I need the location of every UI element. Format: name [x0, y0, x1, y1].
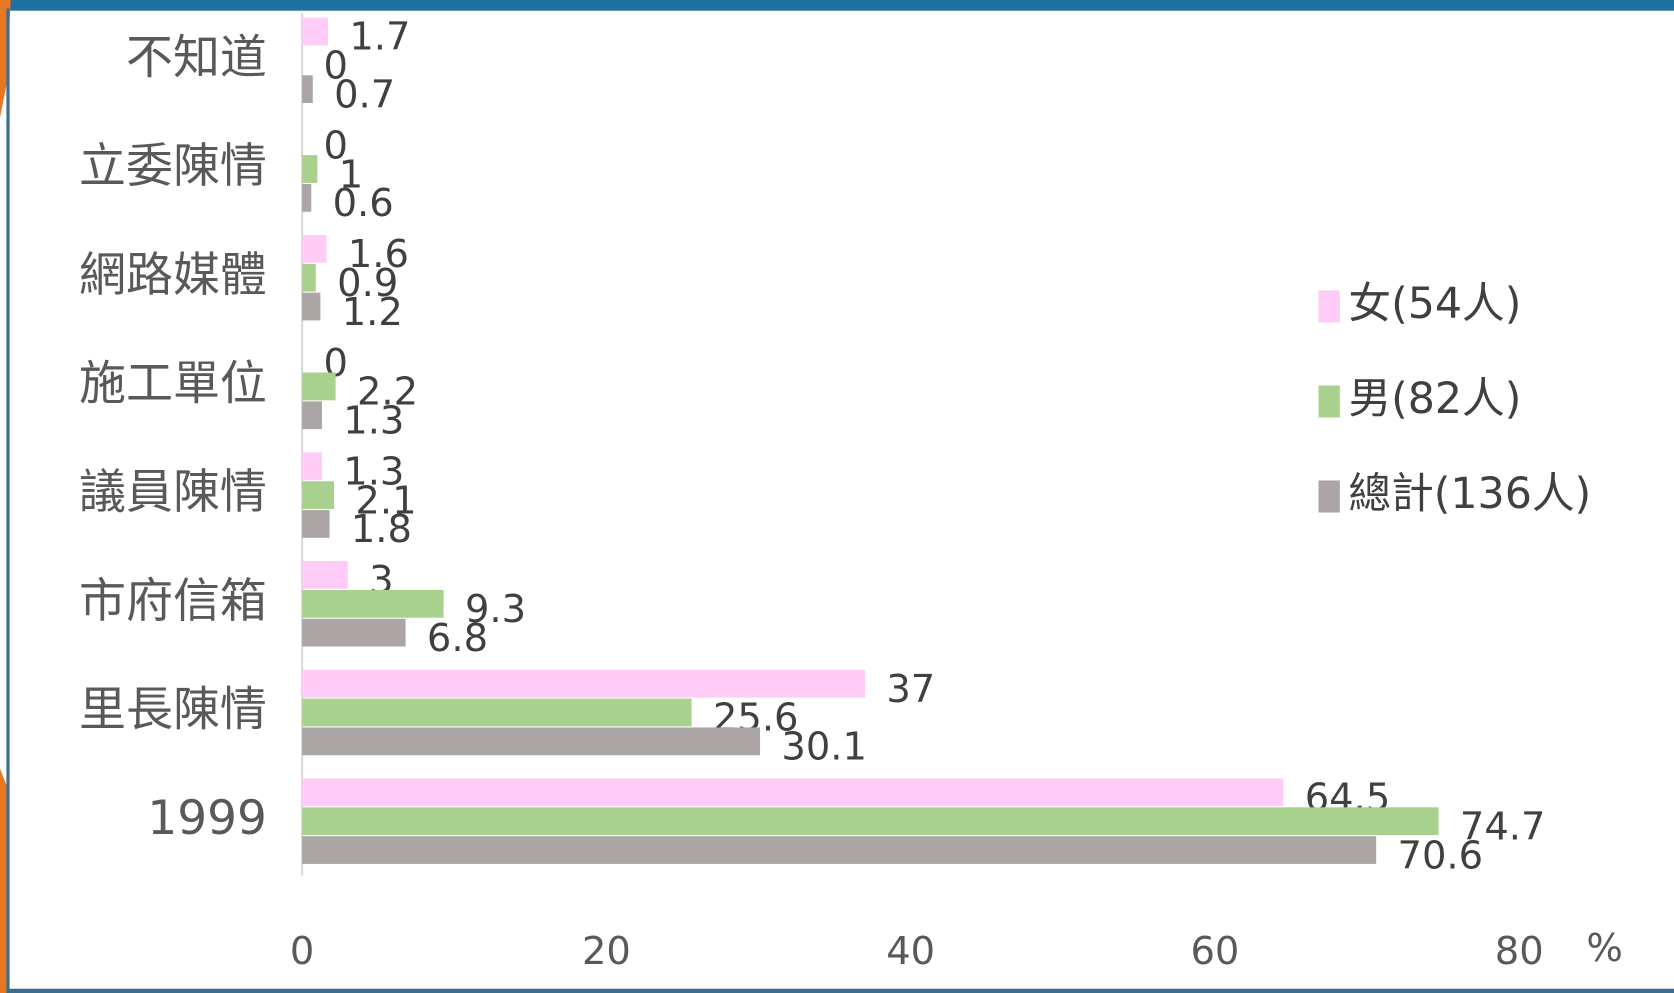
bar	[302, 235, 327, 263]
x-tick-label: 60	[1190, 929, 1239, 974]
legend-label: 男(82人)	[1348, 374, 1521, 424]
value-label: 0.6	[333, 181, 394, 226]
value-label: 0.9	[337, 261, 398, 306]
bar	[302, 75, 313, 104]
value-label: 30.1	[781, 725, 867, 770]
bar	[302, 698, 692, 727]
value-label: 0	[323, 44, 347, 89]
value-label: 1.3	[343, 398, 404, 443]
bar	[302, 183, 312, 212]
bar	[302, 155, 318, 183]
bar	[302, 263, 316, 292]
value-label: 9.3	[465, 587, 526, 632]
value-label: 2.1	[355, 478, 416, 523]
value-label: 1.2	[342, 290, 403, 335]
value-label: 1.6	[348, 232, 409, 277]
bar	[302, 727, 761, 756]
bar	[302, 836, 1377, 864]
y-tick-label: 市府信箱	[79, 574, 267, 629]
bar	[302, 561, 348, 589]
bar	[302, 807, 1439, 836]
value-label: 6.8	[427, 616, 488, 661]
bar	[302, 17, 328, 46]
value-label: 1	[339, 152, 363, 197]
y-tick-label: 施工單位	[79, 356, 267, 411]
legend-swatch	[1318, 290, 1340, 323]
x-tick-label: 80	[1495, 929, 1544, 974]
bar	[302, 372, 336, 401]
bar	[302, 452, 322, 481]
y-tick-label: 網路媒體	[79, 248, 267, 303]
bar	[302, 292, 321, 321]
value-label: 74.7	[1460, 804, 1546, 849]
bar	[302, 669, 866, 698]
value-label: 70.6	[1398, 833, 1484, 878]
value-label: 0.7	[334, 72, 395, 117]
bar	[302, 778, 1284, 807]
value-label: 1.7	[349, 15, 410, 60]
legend-swatch	[1318, 385, 1340, 418]
x-axis-label: %	[1586, 926, 1623, 971]
value-label: 1.8	[351, 507, 412, 552]
bar	[302, 618, 406, 647]
value-label: 0	[323, 123, 347, 168]
bar	[302, 401, 322, 430]
x-tick-label: 40	[886, 929, 935, 974]
bottom-border	[6, 988, 1674, 993]
y-tick-label: 里長陳情	[79, 683, 267, 738]
top-border	[0, 0, 1674, 11]
y-tick-label: 議員陳情	[79, 465, 267, 520]
legend-swatch	[1318, 480, 1340, 513]
bar	[302, 510, 330, 538]
y-tick-label: 1999	[147, 791, 267, 846]
left-border	[6, 8, 10, 993]
bar	[302, 481, 335, 509]
value-label: 2.2	[357, 370, 418, 415]
bar	[302, 589, 444, 618]
value-label: 1.3	[343, 450, 404, 495]
value-label: 37	[886, 667, 935, 712]
x-tick-label: 0	[290, 929, 314, 974]
y-tick-label: 不知道	[126, 30, 267, 85]
legend-label: 總計(136人)	[1348, 469, 1591, 519]
legend-label: 女(54人)	[1348, 279, 1521, 329]
y-tick-label: 立委陳情	[79, 139, 267, 194]
x-tick-label: 20	[582, 929, 631, 974]
